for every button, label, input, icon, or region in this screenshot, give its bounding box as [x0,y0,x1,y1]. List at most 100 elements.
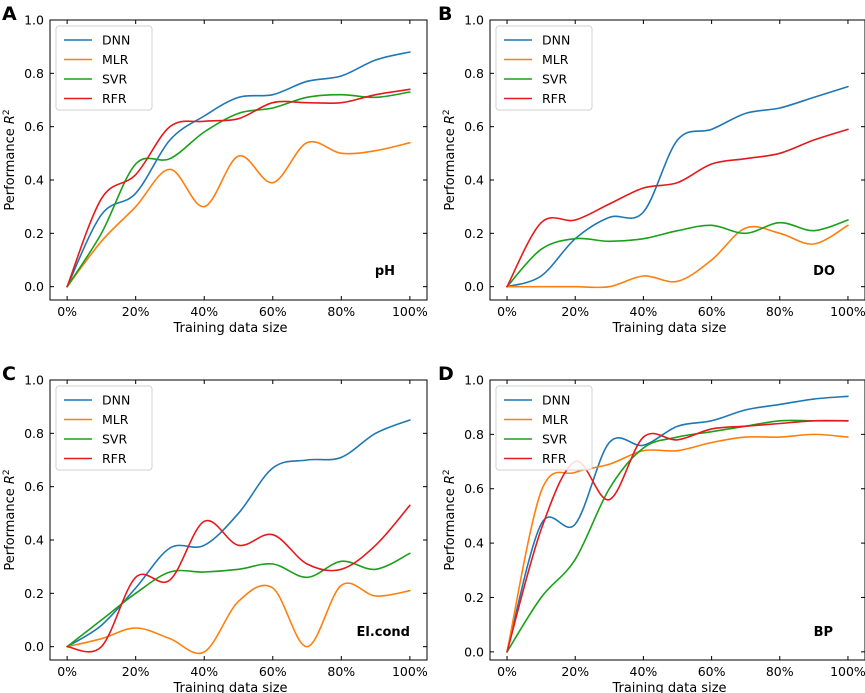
series-lines [506,85,849,289]
series-line-mlr [66,140,411,288]
series-line-svr [506,219,849,288]
series-line-dnn [506,85,849,288]
y-tick-label: 0.6 [464,481,484,496]
series-lines [66,51,411,288]
legend-label-dnn: DNN [102,393,130,408]
y-axis-label: Performance R2 [2,469,18,570]
panel-annotation: BP [814,625,833,640]
series-line-rfr [506,419,849,653]
y-tick-label: 0.8 [24,66,44,81]
y-axis-label-sup: 2 [2,109,12,115]
y-tick-label: 0.4 [464,173,484,188]
x-tick-label: 80% [766,664,794,679]
series-line-rfr [66,88,411,288]
panel-letter: A [2,3,17,25]
legend-label-rfr: RFR [542,91,567,106]
legend-box [55,385,153,471]
y-tick-label: 0.8 [464,66,484,81]
y-axis-label-sup: 2 [442,469,452,475]
legend: DNN MLR SVR RFR [55,385,153,471]
x-tick-label: 100% [830,304,865,319]
y-tick-label: 0.4 [24,533,44,548]
y-axis-label-r: R [443,115,458,124]
y-axis-label-sup: 2 [442,109,452,115]
legend-label-rfr: RFR [102,91,127,106]
y-tick-label: 0.6 [24,119,44,134]
series-lines [66,419,411,655]
chart-panel-d: D 0% 20% 40% 60% 80% 100% 0.0 0.2 0.4 0.6 0.8 1.0 Tra… [438,363,865,693]
legend-label-svr: SVR [542,432,567,447]
x-tick-label: 20% [122,304,150,319]
legend-label-dnn: DNN [542,33,570,48]
y-axis-label: Performance R2 [442,109,458,210]
x-tick-label: 100% [830,664,865,679]
x-tick-label: 100% [392,304,428,319]
y-axis-label-main: Performance [443,124,458,211]
legend-label-rfr: RFR [102,451,127,466]
x-tick-label: 40% [630,664,658,679]
y-tick-label: 0.4 [464,536,484,551]
x-tick-label: 80% [766,304,794,319]
panel-letter: B [438,3,452,25]
series-line-dnn [66,51,411,288]
x-axis-label: Training data size [172,681,287,693]
y-tick-label: 0.0 [24,279,44,294]
y-tick-label: 0.8 [24,426,44,441]
series-line-mlr [66,582,411,655]
x-tick-label: 0% [497,664,517,679]
series-line-rfr [66,504,411,653]
series-lines [506,395,849,653]
legend-label-svr: SVR [102,72,127,87]
y-axis-label: Performance R2 [2,109,18,210]
x-tick-label: 0% [57,664,77,679]
y-tick-label: 0.2 [24,226,44,241]
legend-label-svr: SVR [102,432,127,447]
axes-frame [49,379,428,661]
legend-box [495,385,593,471]
series-line-svr [506,419,849,653]
y-axis-label-sup: 2 [2,469,12,475]
x-tick-label: 40% [190,304,218,319]
y-tick-label: 0.0 [24,639,44,654]
y-tick-label: 0.8 [464,427,484,442]
x-tick-label: 60% [259,664,287,679]
panel-annotation: El.cond [357,625,410,640]
y-axis-label-main: Performance [443,484,458,571]
y-tick-label: 1.0 [24,373,44,388]
chart-panel-b: B 0% 20% 40% 60% 80% 100% 0.0 0.2 0.4 0.6 0.8 1.0 Tra… [438,3,865,336]
legend: DNN MLR SVR RFR [495,385,593,471]
chart-panel-a: A 0% 20% 40% 60% 80% 100% 0.0 0.2 0.4 0.6 0.8 1.0 Tra… [2,3,428,336]
legend: DNN MLR SVR RFR [55,25,153,111]
legend-box [495,25,593,111]
x-tick-label: 0% [57,304,77,319]
legend: DNN MLR SVR RFR [495,25,593,111]
legend-label-dnn: DNN [102,33,130,48]
panel-annotation: DO [813,264,835,279]
y-tick-label: 0.4 [24,173,44,188]
y-tick-label: 0.0 [464,279,484,294]
legend-label-dnn: DNN [542,393,570,408]
x-axis-label: Training data size [611,321,726,336]
x-tick-label: 60% [259,304,287,319]
y-tick-label: 1.0 [464,13,484,28]
y-tick-label: 0.2 [464,590,484,605]
series-line-mlr [506,224,849,289]
y-axis-label-r: R [443,475,458,484]
x-tick-label: 0% [497,304,517,319]
y-axis-label-main: Performance [3,484,18,571]
y-axis-label: Performance R2 [442,469,458,570]
x-axis-label: Training data size [611,681,726,693]
axes-frame [49,19,428,301]
x-tick-label: 20% [561,664,589,679]
legend-label-rfr: RFR [542,451,567,466]
series-line-svr [66,91,411,288]
panel-letter: C [2,363,16,385]
series-line-rfr [506,128,849,288]
axes-frame [489,19,865,301]
legend-label-svr: SVR [542,72,567,87]
y-tick-label: 0.0 [464,644,484,659]
x-tick-label: 80% [327,304,355,319]
x-tick-label: 20% [561,304,589,319]
x-tick-label: 40% [630,304,658,319]
panel-letter: D [438,363,454,385]
